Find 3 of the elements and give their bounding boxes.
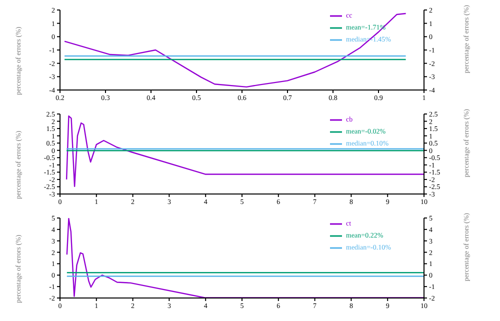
line-series bbox=[66, 115, 424, 188]
line-series bbox=[66, 218, 424, 298]
line-series bbox=[64, 12, 406, 88]
